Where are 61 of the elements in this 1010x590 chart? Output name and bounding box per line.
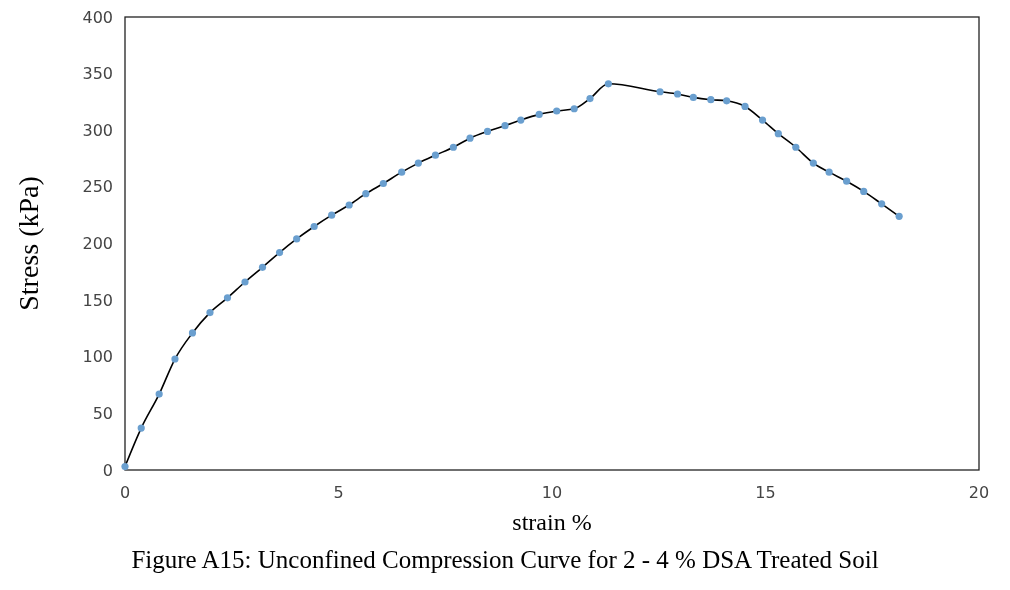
point	[774, 130, 782, 138]
point	[258, 263, 267, 271]
point	[758, 116, 767, 124]
point	[155, 390, 163, 398]
point	[275, 248, 284, 257]
point	[345, 201, 353, 209]
y-tick-label: 0	[102, 460, 113, 480]
x-tick-label: 15	[755, 483, 776, 502]
point	[466, 134, 474, 142]
point	[860, 187, 868, 196]
point	[328, 211, 336, 219]
caption: Figure A15: Unconfined Compression Curve for 2 - 4 % DSA Treated Soil	[131, 546, 879, 573]
y-tick-label: 200	[82, 234, 113, 254]
point	[171, 355, 179, 363]
point	[673, 90, 682, 98]
point	[206, 308, 214, 317]
point	[310, 222, 318, 231]
y-tick-label: 300	[82, 120, 113, 140]
point	[843, 177, 851, 185]
y-tick-label: 50	[92, 403, 113, 423]
y-tick-label: 350	[82, 64, 113, 84]
point	[223, 294, 232, 302]
point	[501, 122, 509, 130]
point	[553, 107, 561, 115]
x-axis-title: strain %	[512, 509, 592, 535]
point	[656, 88, 664, 96]
point	[362, 190, 370, 198]
x-tick-label: 0	[119, 483, 131, 502]
point	[741, 102, 749, 111]
point	[241, 278, 249, 286]
point	[483, 127, 492, 135]
point	[792, 143, 800, 151]
y-axis-title: Stress (kPa)	[13, 176, 44, 311]
y-tick-label: 150	[82, 290, 113, 310]
point	[398, 168, 406, 176]
point	[689, 93, 697, 102]
point	[878, 200, 886, 208]
point	[431, 151, 440, 159]
point	[414, 159, 422, 167]
x-tick-label: 10	[541, 483, 563, 502]
point	[379, 179, 387, 188]
point	[604, 80, 612, 88]
point	[535, 110, 543, 118]
point	[809, 159, 817, 167]
x-tick-label: 5	[333, 483, 344, 502]
point	[895, 212, 903, 220]
point	[517, 116, 525, 124]
y-tick-label: 400	[82, 7, 113, 27]
point	[449, 143, 457, 151]
point	[586, 94, 594, 103]
point	[723, 97, 731, 105]
point	[188, 329, 197, 337]
point	[137, 424, 145, 432]
point	[121, 463, 129, 471]
point	[570, 105, 578, 113]
point	[293, 235, 301, 243]
y-tick-label: 100	[82, 347, 113, 367]
point	[825, 168, 833, 176]
point	[707, 96, 715, 104]
x-tick-label: 20	[968, 483, 990, 502]
y-tick-label: 250	[82, 177, 113, 197]
